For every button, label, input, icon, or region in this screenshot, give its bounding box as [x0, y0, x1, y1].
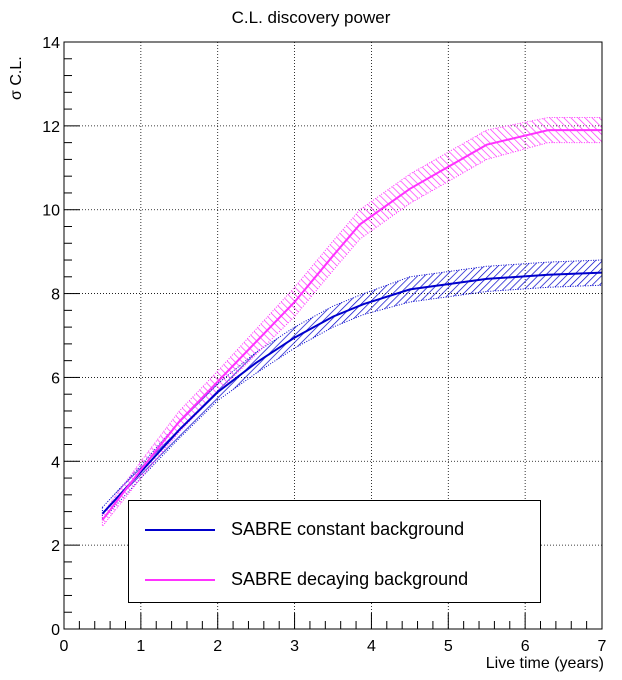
y-tick-label: 0 — [51, 622, 60, 639]
series-lines — [101, 129, 603, 521]
x-tick-label: 5 — [444, 638, 453, 655]
y-tick-label: 6 — [51, 370, 60, 387]
series-line-0 — [101, 271, 603, 515]
x-tick-label: 4 — [367, 638, 376, 655]
legend-label-decaying: SABRE decaying background — [231, 569, 469, 589]
y-tick-label: 10 — [42, 203, 60, 220]
x-tick-label: 1 — [136, 638, 145, 655]
legend-entry-constant: SABRE constant background — [129, 517, 540, 541]
y-tick-label: 8 — [51, 287, 60, 304]
x-tick-label: 0 — [60, 638, 69, 655]
y-tick-label: 12 — [42, 119, 60, 136]
y-axis-label: σ C.L. — [8, 56, 25, 100]
legend-entry-decaying: SABRE decaying background — [129, 567, 540, 591]
legend: SABRE constant background SABRE decaying… — [128, 500, 541, 603]
error-bands — [101, 117, 603, 528]
x-tick-label: 6 — [521, 638, 530, 655]
legend-swatch-constant — [145, 529, 215, 531]
chart-title: C.L. discovery power — [231, 8, 391, 27]
legend-label-constant: SABRE constant background — [231, 519, 465, 539]
x-tick-label: 7 — [598, 638, 607, 655]
error-band-0 — [101, 259, 603, 522]
error-band-1 — [101, 117, 603, 528]
x-axis-label: Live time (years) — [485, 655, 604, 672]
y-tick-label: 14 — [42, 35, 60, 52]
x-tick-label: 2 — [213, 638, 222, 655]
y-tick-label: 2 — [51, 538, 60, 555]
legend-swatch-decaying — [145, 579, 215, 581]
x-tick-label: 3 — [290, 638, 299, 655]
series-line-1 — [101, 129, 602, 521]
y-tick-label: 4 — [51, 454, 60, 471]
plot-frame — [63, 41, 603, 630]
